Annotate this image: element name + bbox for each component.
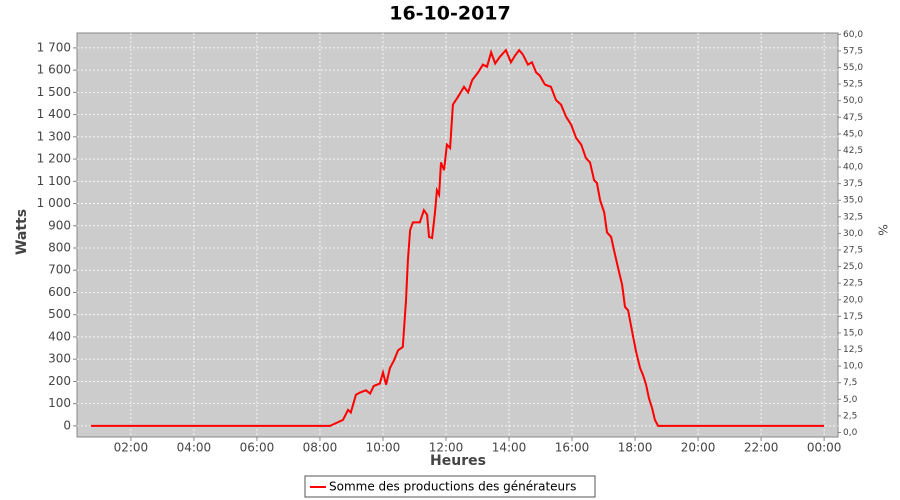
- y-axis-label: Watts: [14, 209, 30, 255]
- y-tick-label: 700: [48, 263, 71, 277]
- x-tick-label: 08:00: [303, 441, 338, 455]
- y-tick-label: 100: [48, 396, 71, 410]
- x-tick-label: 02:00: [114, 441, 149, 455]
- y2-tick-label: 0,0: [843, 428, 858, 438]
- y2-axis-label: %: [876, 224, 890, 235]
- y-tick-label: 500: [48, 307, 71, 321]
- legend-label: Somme des productions des générateurs: [329, 480, 576, 494]
- data-line: [90, 48, 825, 427]
- y-tick-label: 1 000: [37, 196, 71, 210]
- y-tick-label: 600: [48, 285, 71, 299]
- x-axis-label: Heures: [430, 453, 486, 469]
- y-tick-label: 1 500: [37, 85, 71, 99]
- y2-tick-label: 30,0: [843, 229, 863, 239]
- y-tick-label: 1 700: [37, 40, 71, 54]
- y2-tick-label: 42,5: [843, 146, 863, 156]
- chart-title: 16-10-2017: [389, 3, 511, 25]
- y2-tick-label: 50,0: [843, 96, 863, 106]
- y2-tick-label: 5,0: [843, 395, 858, 405]
- y2-tick-label: 55,0: [843, 63, 863, 73]
- legend: [304, 475, 596, 498]
- y2-tick-label: 17,5: [843, 312, 863, 322]
- y2-tick-label: 37,5: [843, 179, 863, 189]
- y2-tick-label: 20,0: [843, 295, 863, 305]
- x-tick-label: 00:00: [807, 441, 842, 455]
- y-tick-label: 1 200: [37, 152, 71, 166]
- y-tick-label: 800: [48, 241, 71, 255]
- x-tick-label: 12:00: [429, 441, 464, 455]
- x-tick-label: 20:00: [681, 441, 716, 455]
- x-tick-label: 06:00: [240, 441, 275, 455]
- y2-tick-label: 22,5: [843, 279, 863, 289]
- y2-tick-label: 57,5: [843, 46, 863, 56]
- y-tick-label: 200: [48, 374, 71, 388]
- x-tick-label: 22:00: [744, 441, 779, 455]
- y-tick-label: 1 400: [37, 107, 71, 121]
- y2-tick-label: 47,5: [843, 113, 863, 123]
- y2-tick-label: 60,0: [843, 30, 863, 40]
- plot-area: [76, 32, 839, 438]
- x-tick-label: 04:00: [177, 441, 212, 455]
- y2-tick-label: 27,5: [843, 245, 863, 255]
- x-tick-label: 10:00: [366, 441, 401, 455]
- y-tick-label: 1 300: [37, 129, 71, 143]
- y-tick-label: 0: [63, 418, 71, 432]
- y-tick-label: 900: [48, 218, 71, 232]
- x-tick-label: 18:00: [618, 441, 653, 455]
- y2-tick-label: 12,5: [843, 345, 863, 355]
- y2-tick-label: 15,0: [843, 328, 863, 338]
- y2-tick-label: 52,5: [843, 80, 863, 90]
- y-tick-label: 400: [48, 329, 71, 343]
- y2-tick-label: 7,5: [843, 378, 857, 388]
- y2-tick-label: 40,0: [843, 163, 863, 173]
- y2-tick-label: 10,0: [843, 362, 863, 372]
- y2-tick-label: 2,5: [843, 411, 857, 421]
- y2-tick-label: 32,5: [843, 212, 863, 222]
- y-tick-label: 1 600: [37, 63, 71, 77]
- y2-tick-label: 35,0: [843, 196, 863, 206]
- y-tick-label: 1 100: [37, 174, 71, 188]
- x-tick-label: 14:00: [492, 441, 527, 455]
- y2-tick-label: 45,0: [843, 129, 863, 139]
- x-tick-label: 16:00: [555, 441, 590, 455]
- y2-tick-label: 25,0: [843, 262, 863, 272]
- y-tick-label: 300: [48, 352, 71, 366]
